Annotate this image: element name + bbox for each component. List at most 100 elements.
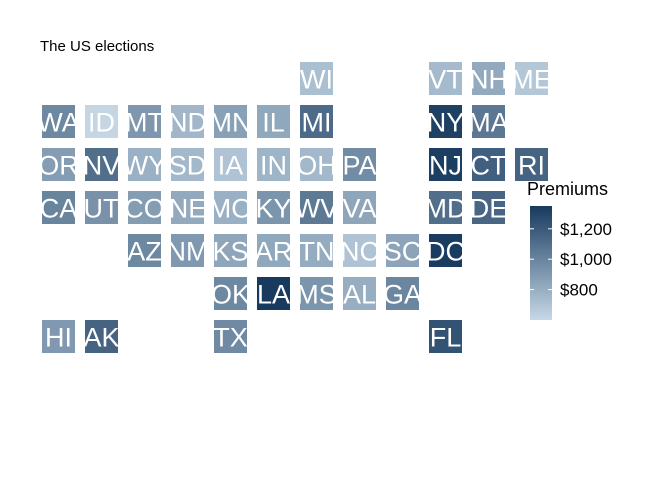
- tile-label: SD: [169, 151, 207, 181]
- tile-rect: [515, 62, 548, 95]
- tile-rect: [171, 191, 204, 224]
- tile-grid: WI VT NH ME WA ID MT ND MN IL MI NY MA OR NV WY SD IA IN OH…: [37, 62, 552, 353]
- tile-rect: [85, 320, 118, 353]
- tile-fl: FL: [429, 320, 462, 353]
- tile-label: NJ: [429, 151, 462, 181]
- tile-label: NH: [469, 65, 508, 95]
- tile-label: NM: [167, 237, 209, 267]
- tile-ut: UT: [84, 191, 120, 224]
- tile-rect: [429, 62, 462, 95]
- tile-or: OR: [38, 148, 79, 181]
- tile-nv: NV: [83, 148, 120, 181]
- tile-rect: [257, 105, 290, 138]
- tile-rect: [214, 234, 247, 267]
- tile-label: TN: [299, 237, 335, 267]
- tile-nh: NH: [469, 62, 508, 95]
- tile-label: UT: [84, 194, 120, 224]
- tile-rect: [257, 191, 290, 224]
- tile-label: OR: [38, 151, 79, 181]
- tile-rect: [300, 105, 333, 138]
- tile-label: AK: [83, 323, 119, 353]
- tile-dc: DC: [426, 234, 465, 267]
- tile-il: IL: [257, 105, 290, 138]
- legend-ticks: $800 $1,000 $1,200: [530, 220, 612, 300]
- tile-tx: TX: [213, 320, 248, 353]
- tile-rect: [214, 277, 247, 310]
- tile-al: AL: [343, 277, 376, 310]
- tile-rect: [429, 191, 462, 224]
- tile-label: DE: [470, 194, 508, 224]
- tile-label: NC: [340, 237, 379, 267]
- tile-sc: SC: [384, 234, 421, 267]
- tile-ri: RI: [515, 148, 548, 181]
- tile-oh: OH: [296, 148, 337, 181]
- tile-ga: GA: [383, 277, 422, 310]
- tile-az: AZ: [127, 234, 162, 267]
- tile-label: MT: [125, 108, 164, 138]
- tile-tn: TN: [299, 234, 335, 267]
- tile-sd: SD: [169, 148, 207, 181]
- tile-rect: [343, 234, 376, 267]
- tile-rect: [300, 148, 333, 181]
- tile-mo: MO: [209, 191, 253, 224]
- tile-label: RI: [518, 151, 545, 181]
- legend-tick-label: $1,200: [560, 220, 612, 239]
- tile-rect: [42, 191, 75, 224]
- tile-label: OK: [211, 280, 250, 310]
- tile-rect: [257, 148, 290, 181]
- tile-rect: [300, 62, 333, 95]
- tile-rect: [386, 277, 419, 310]
- tile-label: HI: [45, 323, 72, 353]
- tile-wy: WY: [123, 148, 166, 181]
- tile-wi: WI: [300, 62, 333, 95]
- tile-rect: [472, 148, 505, 181]
- tile-rect: [472, 105, 505, 138]
- tile-label: FL: [430, 323, 462, 353]
- tile-label: PA: [342, 151, 376, 181]
- tile-rect: [85, 105, 118, 138]
- tile-label: MI: [302, 108, 332, 138]
- tile-ak: AK: [83, 320, 120, 353]
- tile-rect: [42, 320, 75, 353]
- tile-label: TX: [213, 323, 248, 353]
- tile-vt: VT: [428, 62, 463, 95]
- tile-rect: [42, 105, 75, 138]
- tile-rect: [515, 148, 548, 181]
- tile-rect: [85, 191, 118, 224]
- tile-ne: NE: [169, 191, 206, 224]
- tile-label: WV: [295, 194, 339, 224]
- tile-wv: WV: [295, 191, 339, 224]
- tile-rect: [42, 148, 75, 181]
- tile-in: IN: [257, 148, 290, 181]
- tile-label: DC: [426, 237, 465, 267]
- tile-rect: [257, 234, 290, 267]
- tile-label: AL: [343, 280, 376, 310]
- tile-label: IN: [260, 151, 287, 181]
- tile-rect: [128, 105, 161, 138]
- tile-label: WA: [37, 108, 80, 138]
- tile-rect: [429, 320, 462, 353]
- tile-mn: MN: [210, 105, 252, 138]
- tile-rect: [300, 191, 333, 224]
- tile-rect: [472, 62, 505, 95]
- tile-ny: NY: [427, 105, 464, 138]
- tile-label: CO: [124, 194, 165, 224]
- tile-rect: [214, 191, 247, 224]
- tile-label: LA: [257, 280, 290, 310]
- legend-tick-label: $1,000: [560, 250, 612, 269]
- tile-label: GA: [383, 280, 422, 310]
- tile-label: MN: [210, 108, 252, 138]
- tile-co: CO: [124, 191, 165, 224]
- tile-ky: KY: [255, 191, 292, 224]
- tile-id: ID: [85, 105, 118, 138]
- tile-md: MD: [425, 191, 467, 224]
- tile-me: ME: [511, 62, 552, 95]
- tile-rect: [171, 148, 204, 181]
- tile-ks: KS: [212, 234, 249, 267]
- tile-rect: [85, 148, 118, 181]
- tile-label: KY: [255, 194, 291, 224]
- tile-label: MO: [209, 194, 253, 224]
- tile-label: WI: [300, 65, 333, 95]
- tile-rect: [214, 148, 247, 181]
